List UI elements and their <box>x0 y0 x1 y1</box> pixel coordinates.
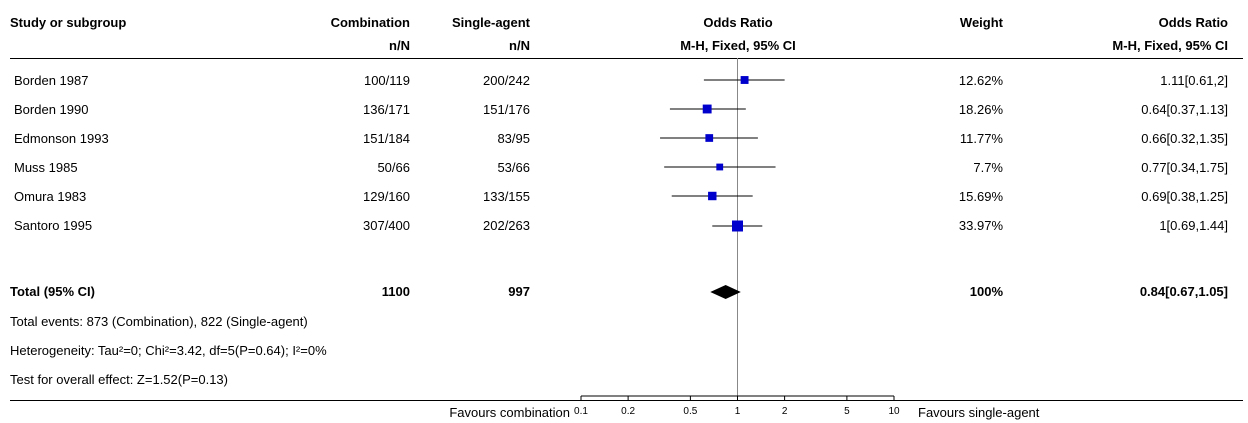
point-estimate-marker <box>740 76 749 84</box>
x-axis-tick-label: 0.5 <box>683 406 697 417</box>
study-name: Borden 1990 <box>14 102 89 117</box>
study-combination: 50/66 <box>377 160 410 175</box>
x-axis-tick-label: 1 <box>735 406 741 417</box>
study-single-agent: 200/242 <box>483 73 530 88</box>
study-single-agent: 53/66 <box>497 160 530 175</box>
header-mh-fixed: M-H, Fixed, 95% CI <box>680 38 796 53</box>
study-combination: 151/184 <box>363 131 410 146</box>
study-weight: 33.97% <box>958 218 1003 233</box>
pooled-diamond <box>710 285 741 299</box>
study-combination: 307/400 <box>363 218 410 233</box>
x-axis-tick-label: 0.1 <box>574 406 588 417</box>
study-name: Muss 1985 <box>14 160 78 175</box>
study-name: Santoro 1995 <box>14 218 93 233</box>
header-odds-ratio: Odds Ratio <box>703 15 773 30</box>
total-label: Total (95% CI) <box>10 284 95 299</box>
header-weight: Weight <box>959 15 1003 30</box>
favours-combination-label: Favours combination <box>449 405 570 420</box>
study-combination: 100/119 <box>363 73 410 88</box>
total-combination: 1100 <box>381 284 410 299</box>
study-single-agent: 202/263 <box>483 218 530 233</box>
x-axis-tick-label: 5 <box>844 406 850 417</box>
study-ci: 0.64[0.37,1.13] <box>1141 102 1228 117</box>
header-single-agent: Single-agent <box>451 15 530 30</box>
study-ci: 1[0.69,1.44] <box>1159 218 1228 233</box>
study-combination: 136/171 <box>363 102 410 117</box>
point-estimate-marker <box>732 220 743 232</box>
total-ci: 0.84[0.67,1.05] <box>1139 284 1228 299</box>
study-weight: 11.77% <box>959 131 1003 146</box>
header-mh-fixed-right: M-H, Fixed, 95% CI <box>1112 38 1228 53</box>
study-ci: 1.11[0.61,2] <box>1160 73 1228 88</box>
total-weight: 100% <box>969 284 1003 299</box>
point-estimate-marker <box>708 191 717 201</box>
point-estimate-marker <box>716 163 724 171</box>
header-study: Study or subgroup <box>10 15 127 30</box>
overall-effect-test: Test for overall effect: Z=1.52(P=0.13) <box>10 372 228 387</box>
header-single-agent-nN: n/N <box>509 38 530 53</box>
header-combination: Combination <box>330 15 410 30</box>
study-combination: 129/160 <box>363 189 410 204</box>
favours-single-agent-label: Favours single-agent <box>918 405 1040 420</box>
header-combination-nN: n/N <box>389 38 410 53</box>
study-name: Omura 1983 <box>14 189 87 204</box>
heterogeneity: Heterogeneity: Tau²=0; Chi²=3.42, df=5(P… <box>10 343 327 358</box>
x-axis-tick-label: 2 <box>782 406 788 417</box>
x-axis-tick-label: 0.2 <box>621 406 635 417</box>
footer-rule <box>10 400 1243 401</box>
header-rule <box>10 58 1243 59</box>
x-axis-tick-label: 10 <box>888 406 900 417</box>
study-single-agent: 133/155 <box>483 189 530 204</box>
total-events: Total events: 873 (Combination), 822 (Si… <box>10 314 308 329</box>
study-single-agent: 83/95 <box>497 131 530 146</box>
study-weight: 15.69% <box>958 189 1003 204</box>
study-name: Edmonson 1993 <box>14 131 109 146</box>
header-odds-ratio-right: Odds Ratio <box>1158 15 1228 30</box>
point-estimate-marker <box>702 104 712 114</box>
study-single-agent: 151/176 <box>483 102 530 117</box>
study-weight: 7.7% <box>973 160 1003 175</box>
point-estimate-marker <box>705 134 714 142</box>
study-weight: 12.62% <box>958 73 1003 88</box>
study-name: Borden 1987 <box>14 73 89 88</box>
study-ci: 0.77[0.34,1.75] <box>1141 160 1228 175</box>
study-weight: 18.26% <box>958 102 1003 117</box>
study-ci: 0.69[0.38,1.25] <box>1141 189 1228 204</box>
study-ci: 0.66[0.32,1.35] <box>1141 131 1228 146</box>
total-single-agent: 997 <box>508 284 530 299</box>
